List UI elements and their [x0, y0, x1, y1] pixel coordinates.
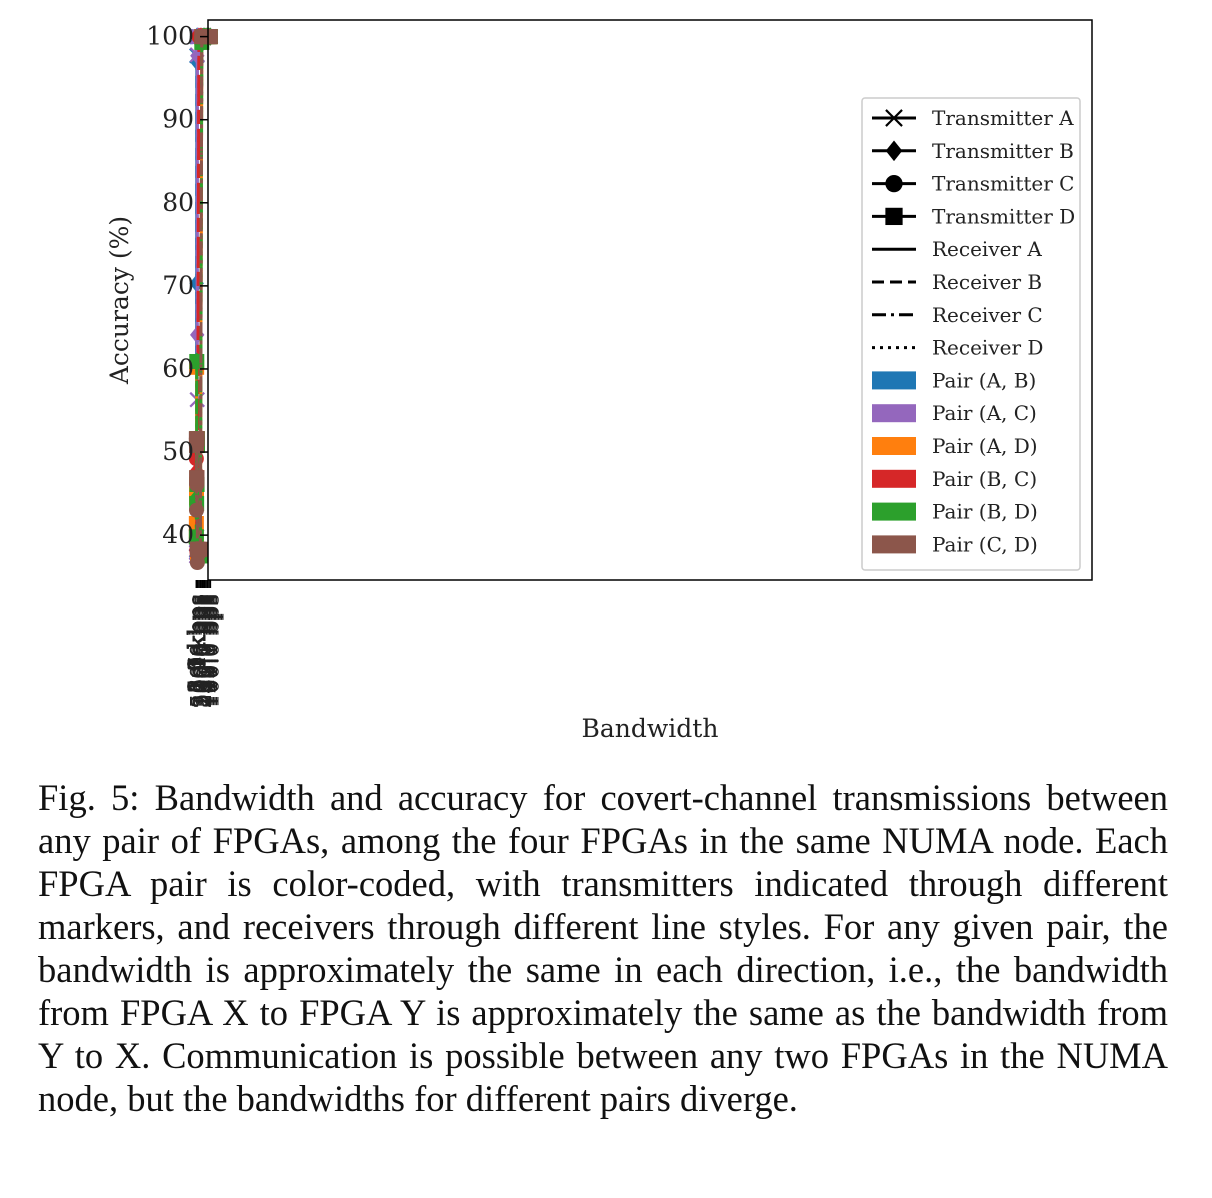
legend-swatch: [872, 535, 916, 554]
caption-text: Bandwidth and accuracy for covert-channe…: [38, 777, 1168, 1120]
legend-label: Pair (A, D): [932, 434, 1038, 458]
plot-series: [188, 27, 219, 571]
x-tick-label: 1.1 kbps: [185, 594, 211, 693]
legend-entry: Transmitter D: [872, 204, 1075, 228]
x-tick-label: 1.2 kbps: [185, 594, 211, 693]
y-tick-label: 40: [162, 520, 194, 549]
data-point: [192, 541, 208, 557]
x-tick-label: 333.3 bps: [188, 594, 214, 708]
plot-frame: [207, 19, 1093, 581]
legend-label: Pair (C, D): [932, 532, 1038, 556]
legend-entry: Receiver A: [872, 237, 1042, 261]
legend-entry: Transmitter B: [872, 139, 1074, 163]
legend-entry: Receiver C: [872, 303, 1043, 327]
y-tick-label: 80: [162, 188, 194, 217]
data-point: [202, 29, 218, 45]
x-tick-label: 142.9 bps: [194, 594, 220, 708]
legend-label: Transmitter A: [932, 106, 1074, 130]
legend-swatch: [872, 437, 916, 455]
legend-entry: Pair (C, D): [872, 532, 1038, 556]
data-point: [189, 470, 205, 486]
x-tick-label: 166.7 bps: [193, 594, 219, 708]
legend-swatch: [872, 469, 916, 488]
legend-entry: Pair (A, D): [872, 434, 1038, 458]
legend-entry: Pair (B, D): [872, 500, 1038, 524]
legend-entry: Receiver D: [872, 336, 1043, 360]
y-tick-label: 60: [162, 354, 194, 383]
legend-marker: [885, 207, 903, 226]
y-axis: 40 50 60 70 80 90 100: [146, 22, 208, 549]
y-tick-label: 70: [162, 271, 194, 300]
x-tick-label: 1.4 kbps: [185, 594, 211, 693]
legend-swatch: [872, 502, 916, 521]
x-tick-label: 200.0 bps: [191, 594, 217, 708]
legend-label: Receiver D: [932, 336, 1043, 360]
legend-swatch: [872, 404, 916, 423]
series-line: [194, 35, 211, 558]
legend-label: Pair (A, B): [932, 368, 1036, 392]
x-axis-label: Bandwidth: [582, 714, 719, 743]
legend-label: Pair (B, D): [932, 500, 1038, 524]
legend-label: Transmitter B: [932, 139, 1074, 163]
x-tick-label: 111.1 bps: [197, 594, 223, 708]
x-tick-label: 2.5 kbps: [185, 594, 211, 693]
legend-label: Transmitter C: [932, 172, 1074, 196]
x-tick-label: 1.0 kbps: [186, 594, 212, 693]
legend-entry: Receiver B: [872, 270, 1042, 294]
x-tick-label: 250.0 bps: [190, 594, 216, 708]
figure-caption: Fig. 5: Bandwidth and accuracy for cover…: [38, 776, 1168, 1121]
legend-entry: Transmitter A: [872, 106, 1074, 130]
x-tick-label: 1.7 kbps: [185, 594, 211, 693]
legend-label: Receiver C: [932, 303, 1043, 327]
legend-entry: Pair (A, C): [872, 401, 1037, 425]
x-tick-label: 3.3 kbps: [184, 594, 210, 693]
legend-swatch: [872, 371, 916, 390]
legend-entry: Pair (A, B): [872, 368, 1036, 392]
legend-label: Receiver A: [932, 237, 1042, 261]
caption-label: Fig. 5:: [38, 777, 140, 818]
legend: Transmitter A Transmitter B Transmitter C T…: [861, 97, 1081, 571]
y-tick-label: 90: [162, 105, 194, 134]
legend-box: [861, 97, 1081, 571]
legend-entry: Pair (B, C): [872, 467, 1037, 491]
x-tick-label: 2.0 kbps: [185, 594, 211, 693]
y-axis-label: Accuracy (%): [105, 216, 134, 385]
legend-marker: [885, 109, 903, 127]
legend-label: Receiver B: [932, 270, 1042, 294]
x-tick-label: 5.0 kbps: [184, 594, 210, 693]
legend-label: Pair (A, C): [932, 401, 1037, 425]
legend-entry: Transmitter C: [872, 172, 1074, 196]
x-tick-label: 500.0 bps: [187, 594, 213, 708]
legend-label: Pair (B, C): [932, 467, 1037, 491]
x-tick-label: 125.0 bps: [196, 594, 222, 708]
y-tick-label: 50: [162, 437, 194, 466]
legend-marker: [885, 174, 903, 193]
legend-marker: [885, 140, 903, 162]
data-point: [189, 431, 205, 447]
x-tick-label: 100.0 bps: [198, 594, 224, 708]
legend-label: Transmitter D: [932, 204, 1075, 228]
y-tick-label: 100: [146, 22, 194, 51]
